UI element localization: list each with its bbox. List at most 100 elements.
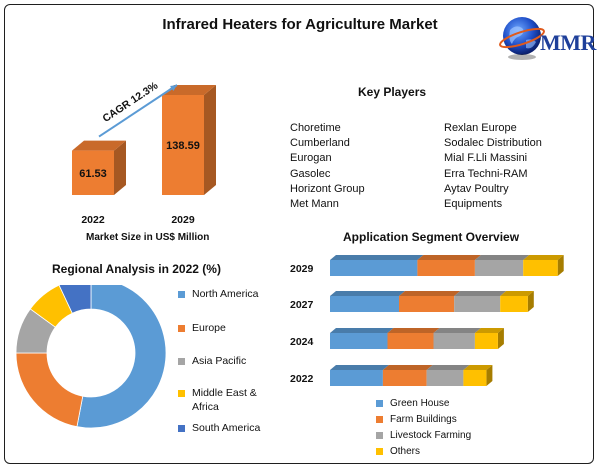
app-bar-segment <box>330 333 388 349</box>
legend-swatch <box>178 325 185 332</box>
market-value-label: 138.59 <box>166 140 200 152</box>
legend-swatch <box>178 390 185 397</box>
key-player-item: Sodalec Distribution <box>444 137 542 150</box>
donut-slice <box>76 285 167 429</box>
mmr-logo: MMR <box>494 8 596 68</box>
app-bar-segment <box>330 370 383 386</box>
key-player-item: Gasolec <box>290 167 331 180</box>
legend-swatch <box>178 358 185 365</box>
globe-icon <box>499 17 545 60</box>
regional-legend-item: North America <box>178 287 259 301</box>
market-bar-2029 <box>162 95 204 195</box>
application-segment-chart: 2029 2027 2024 2022 <box>290 255 564 386</box>
cagr-arrow <box>98 84 178 138</box>
app-bar-top <box>399 291 461 296</box>
legend-swatch <box>376 416 383 423</box>
legend-label: South America <box>192 422 261 434</box>
app-bar-segment <box>474 333 498 349</box>
legend-swatch <box>376 432 383 439</box>
legend-label: Europe <box>192 322 226 334</box>
app-year-label: 2024 <box>290 336 314 348</box>
application-legend-item: Farm Buildings <box>376 414 457 425</box>
key-players-title: Key Players <box>358 85 427 99</box>
app-bar-top <box>330 365 389 370</box>
market-bar-2022 <box>72 150 114 195</box>
regional-analysis-title: Regional Analysis in 2022 (%) <box>52 262 221 276</box>
regional-legend-item: Europe <box>178 321 226 335</box>
app-bar-segment <box>399 296 455 312</box>
market-year-label: 2029 <box>171 214 195 226</box>
key-player-item: Mial F.Lli Massini <box>444 152 528 165</box>
app-bar-top <box>382 365 433 370</box>
application-legend-item: Livestock Farming <box>376 430 471 441</box>
regional-legend-item: Asia Pacific <box>178 354 246 368</box>
page-title: Infrared Heaters for Agriculture Market <box>162 16 438 33</box>
logo-text: MMR <box>540 30 596 55</box>
app-bar-side <box>486 365 493 386</box>
app-year-label: 2029 <box>290 263 314 275</box>
application-legend-item: Others <box>376 446 420 457</box>
app-bar-top <box>387 328 440 333</box>
app-bar-segment <box>474 260 524 276</box>
app-bar-top <box>417 255 481 260</box>
app-year-label: 2022 <box>290 373 314 385</box>
legend-label: Livestock Farming <box>390 430 472 441</box>
key-player-item: Cumberland <box>290 137 350 150</box>
regional-legend-item: South America <box>178 421 260 435</box>
app-bar-top <box>463 365 493 370</box>
app-bar-side <box>497 328 504 349</box>
market-size-caption: Market Size in US$ Million <box>86 232 210 243</box>
donut-slice <box>15 352 84 428</box>
key-player-item: Erra Techni-RAM <box>444 167 528 180</box>
legend-label: Asia Pacific <box>192 355 247 367</box>
app-bar-segment <box>454 296 501 312</box>
legend-swatch <box>376 448 383 455</box>
app-bar-segment <box>387 333 434 349</box>
app-bar-segment <box>463 370 487 386</box>
donut-slice <box>58 285 92 314</box>
legend-label: Others <box>390 446 421 457</box>
app-bar-segment <box>426 370 464 386</box>
market-year-label: 2022 <box>81 214 105 226</box>
app-bar-segment <box>330 260 418 276</box>
app-bar-top <box>454 291 507 296</box>
legend-label: Green House <box>390 398 450 409</box>
key-player-item: Rexlan Europe <box>444 122 517 134</box>
key-player-item: Equipments <box>444 198 503 211</box>
legend-label: North America <box>192 288 259 300</box>
infographic-frame <box>4 4 594 464</box>
application-legend-item: Green House <box>376 398 449 409</box>
key-player-item: Eurogan <box>290 152 332 165</box>
app-year-label: 2027 <box>290 299 314 311</box>
market-bar-top-2022 <box>72 140 126 151</box>
legend-swatch <box>178 291 185 298</box>
market-value-label: 61.53 <box>79 168 107 180</box>
legend-swatch <box>376 400 383 407</box>
app-bar-segment <box>382 370 427 386</box>
app-bar-segment <box>500 296 528 312</box>
app-bar-side <box>557 255 564 276</box>
app-bar-top <box>474 328 504 333</box>
app-bar-top <box>330 255 424 260</box>
app-bar-segment <box>523 260 558 276</box>
app-bar-top <box>500 291 534 296</box>
app-bar-top <box>523 255 564 260</box>
app-bar-top <box>330 328 394 333</box>
app-bar-segment <box>417 260 475 276</box>
market-bar-side-2022 <box>114 140 126 195</box>
app-bar-top <box>426 365 470 370</box>
application-segment-title: Application Segment Overview <box>343 230 520 244</box>
app-bar-top <box>474 255 530 260</box>
app-bar-segment <box>433 333 475 349</box>
app-bar-top <box>330 291 405 296</box>
regional-donut-chart <box>15 285 167 429</box>
app-bar-top <box>433 328 481 333</box>
legend-label: Middle East & Africa <box>192 387 257 413</box>
app-bar-segment <box>330 296 399 312</box>
key-players-column-2: Rexlan Europe Sodalec Distribution Mial F.… <box>444 121 542 212</box>
cagr-arrow-head <box>170 85 177 92</box>
key-player-item: Met Mann <box>290 198 339 211</box>
legend-label: Farm Buildings <box>390 414 457 425</box>
key-player-item: Aytav Poultry <box>444 182 509 195</box>
